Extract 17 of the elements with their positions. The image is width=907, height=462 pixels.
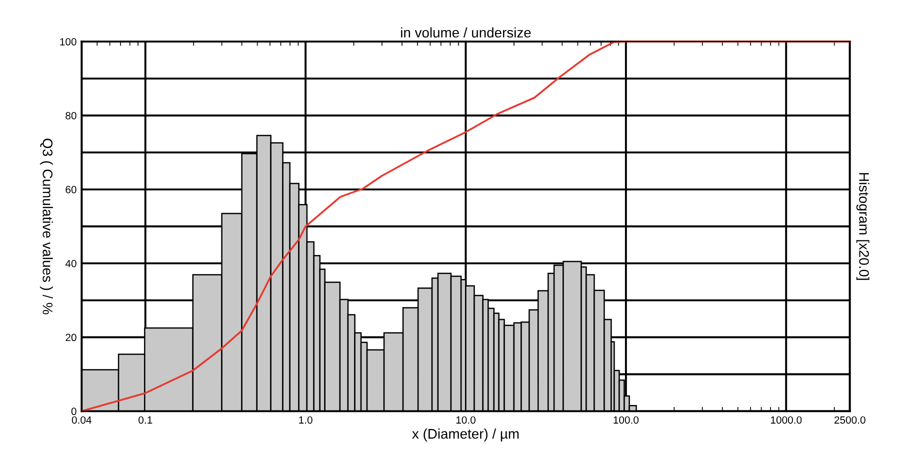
y-tick-label: 100	[60, 38, 76, 46]
y-tick-label: 60	[66, 186, 76, 194]
y-tick-label: 20	[66, 334, 76, 342]
y-axis-title: Q3 ( Cumulative values ) / %	[40, 138, 53, 314]
x-tick-label: 2500.0	[834, 416, 866, 424]
y-tick-label: 40	[65, 260, 76, 268]
x-tick-label: 0.1	[138, 416, 152, 424]
y-tick-label: 80	[66, 112, 76, 120]
x-tick-label: 1000.0	[770, 416, 802, 424]
x-axis-title: x (Diameter) / µm	[412, 428, 519, 442]
chart-title: in volume / undersize	[401, 27, 531, 38]
x-tick-label: 10.0	[456, 416, 476, 424]
x-tick-label: 0.04	[72, 416, 92, 424]
x-tick-label: 1.0	[299, 416, 312, 424]
y-tick-label: 0	[71, 408, 76, 416]
x-tick-label: 100.0	[614, 416, 639, 424]
y2-axis-title: Histogram [x20.0]	[856, 173, 870, 280]
